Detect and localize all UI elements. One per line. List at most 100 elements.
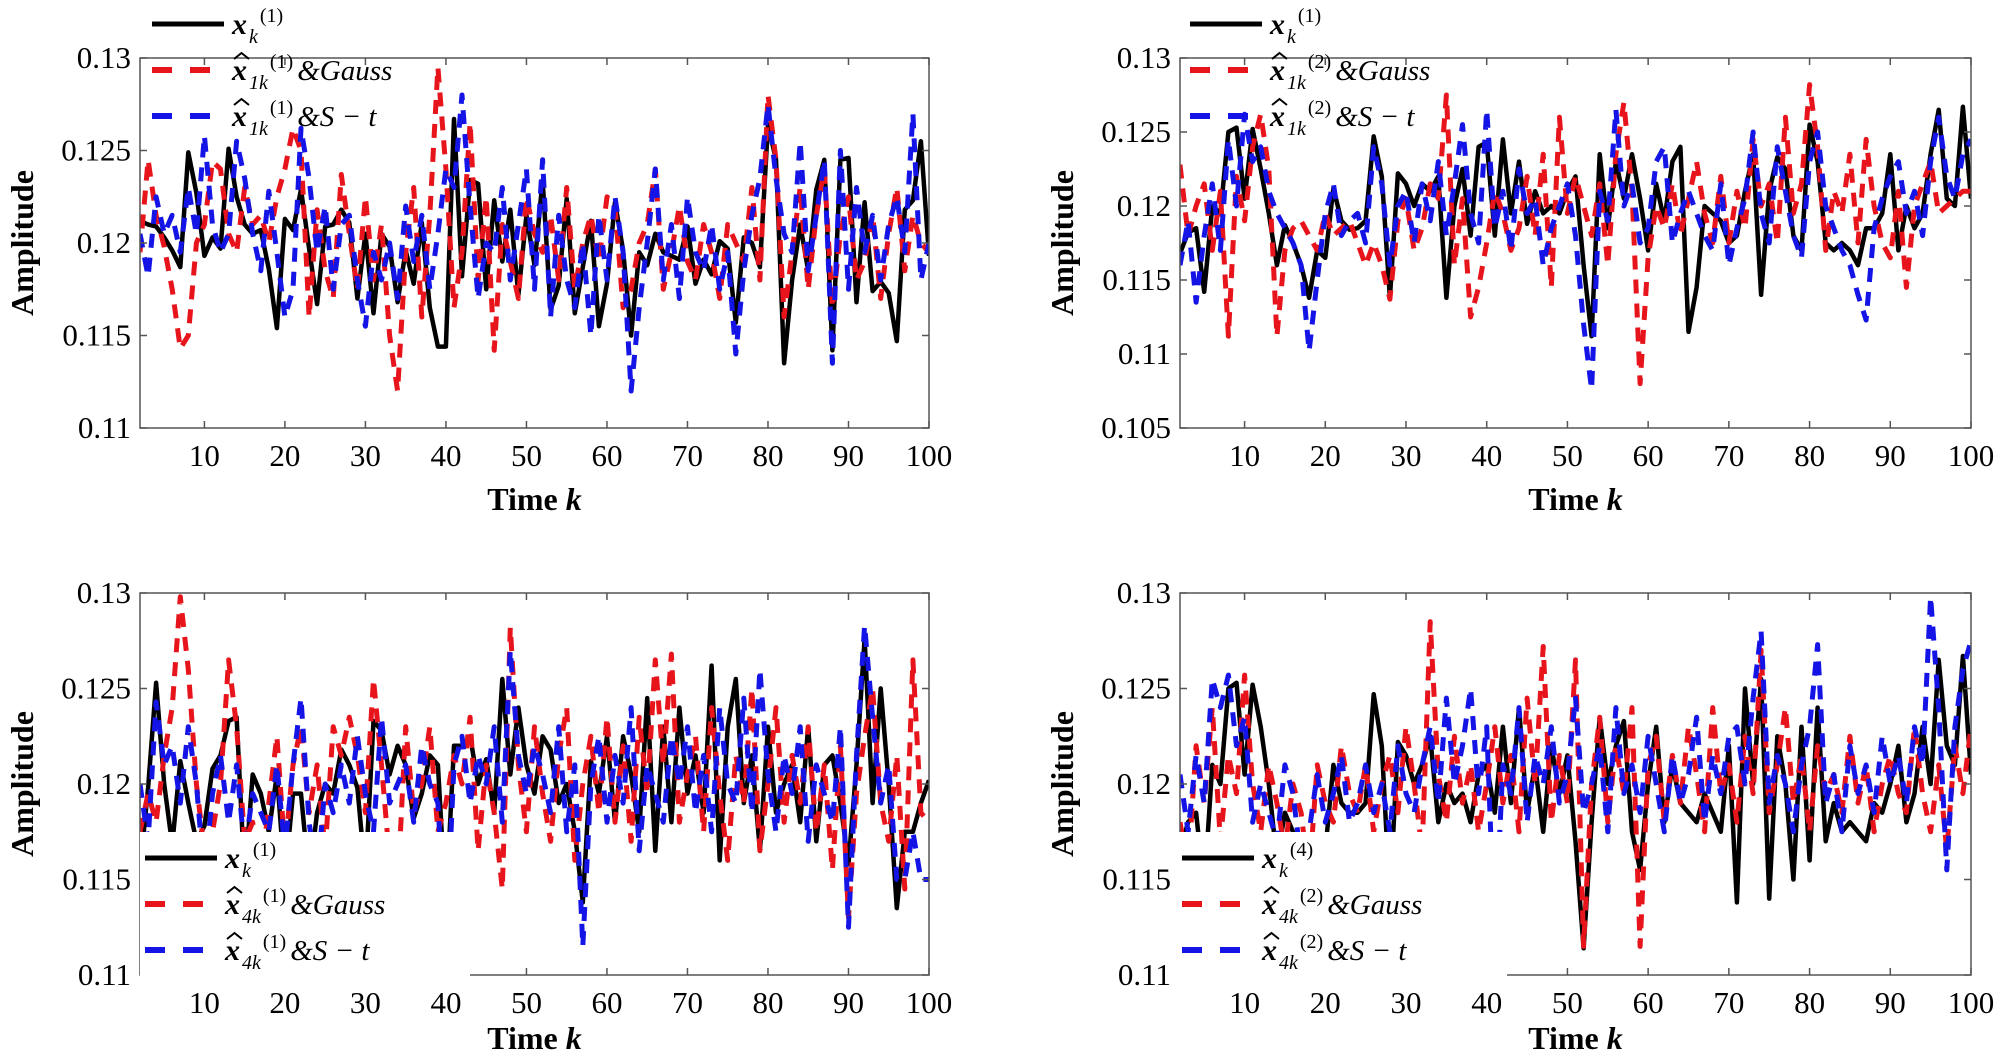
hat-accent-icon <box>233 97 250 106</box>
subplot-bottom-left: 10 20 30 40 50 60 70 80 90 100 0.11 0.115 0.12 0.125 0… <box>4 575 952 1056</box>
legend-symbol: x <box>1261 842 1277 875</box>
legend-entry: x 1k(1) &S − t <box>152 97 377 140</box>
y-tick-label: 0.115 <box>1102 262 1171 297</box>
y-tick-label: 0.12 <box>77 225 131 260</box>
x-tick-label: 40 <box>1471 438 1502 473</box>
legend-suffix: &Gauss <box>1327 889 1422 921</box>
legend-subscript: 1k <box>249 72 269 94</box>
x-axis-label-text: Time <box>487 481 558 517</box>
y-tick-label: 0.115 <box>62 318 131 353</box>
legend-superscript: (1) <box>263 885 286 907</box>
x-tick-label: 50 <box>511 438 542 473</box>
x-tick-label: 10 <box>189 438 220 473</box>
y-tick-label: 0.13 <box>77 575 131 610</box>
series-line-student-t <box>140 623 929 949</box>
x-tick-label: 100 <box>906 438 953 473</box>
x-tick-label: 20 <box>1310 438 1341 473</box>
legend-subscript: 4k <box>242 906 262 928</box>
series-line-true <box>1180 104 1971 339</box>
x-tick-label: 100 <box>1948 438 1995 473</box>
legend-subscript: 1k <box>1287 72 1307 94</box>
legend-superscript: (1) <box>260 5 283 27</box>
x-tick-label: 30 <box>350 985 381 1020</box>
x-axis-label-variable: k <box>1607 481 1623 517</box>
x-tick-label: 30 <box>1391 438 1422 473</box>
legend-symbol: x <box>1261 888 1277 921</box>
legend-entry: x 4k(2) &Gauss <box>1182 885 1422 928</box>
y-tick-label: 0.12 <box>77 766 131 801</box>
hat-accent-icon <box>226 885 243 894</box>
x-tick-label: 30 <box>350 438 381 473</box>
legend-superscript: (1) <box>1298 5 1321 27</box>
y-tick-label: 0.125 <box>61 671 131 706</box>
x-axis-label: Time k <box>487 481 582 517</box>
x-axis-label: Time k <box>1528 1020 1623 1056</box>
legend-superscript: (2) <box>1308 97 1331 119</box>
x-tick-label: 40 <box>430 985 461 1020</box>
subplot-top-left: 10 20 30 40 50 60 70 80 90 100 0.11 0.115 0.12 0.125 0… <box>4 5 952 517</box>
subplot-top-right: 10 20 30 40 50 60 70 80 90 100 0.105 0.11 0.115 0.12 0… <box>1044 5 1994 517</box>
x-tick-label: 70 <box>1713 985 1744 1020</box>
y-axis-label: Amplitude <box>1044 711 1080 857</box>
x-tick-label: 10 <box>1229 985 1260 1020</box>
y-axis-label: Amplitude <box>4 170 40 316</box>
legend-entry: x k(4) <box>1182 839 1313 882</box>
legend-symbol: x <box>1269 54 1285 87</box>
legend-entry: x 4k(1) &Gauss <box>145 885 385 928</box>
legend-subscript: k <box>1287 26 1297 48</box>
series-line-student-t <box>140 92 929 394</box>
legend-superscript: (1) <box>263 931 286 953</box>
y-tick-label: 0.105 <box>1101 410 1171 445</box>
x-tick-label: 90 <box>1875 438 1906 473</box>
x-tick-label: 70 <box>672 438 703 473</box>
series-line-student-t <box>1180 594 1971 944</box>
legend-symbol: x <box>224 888 240 921</box>
y-tick-label: 0.11 <box>78 410 131 445</box>
legend-superscript: (2) <box>1300 885 1323 907</box>
legend-superscript: (1) <box>270 51 293 73</box>
legend-entry: x k(1) <box>1190 5 1321 48</box>
hat-accent-icon <box>1271 97 1288 106</box>
hat-accent-icon <box>226 931 243 940</box>
y-tick-label: 0.125 <box>1101 114 1171 149</box>
series-line-student-t <box>1180 107 1971 392</box>
legend-suffix: &Gauss <box>297 55 392 87</box>
x-tick-label: 20 <box>1310 985 1341 1020</box>
x-tick-label: 80 <box>1794 438 1825 473</box>
legend-symbol: x <box>224 934 240 967</box>
x-tick-label: 80 <box>752 438 783 473</box>
legend-subscript: k <box>242 860 252 882</box>
y-tick-label: 0.13 <box>77 40 131 75</box>
hat-accent-icon <box>1263 931 1280 940</box>
legend-symbol: x <box>224 842 240 875</box>
legend-suffix: &S − t <box>290 935 370 967</box>
y-tick-label: 0.125 <box>61 133 131 168</box>
legend-entry: x 1k(2) &S − t <box>1190 97 1415 140</box>
y-tick-label: 0.12 <box>1117 766 1171 801</box>
subplot-bottom-right: 10 20 30 40 50 60 70 80 90 100 0.11 0.115 0.12 0.125 0… <box>1044 575 1994 1056</box>
axes-box <box>1179 57 1972 429</box>
legend-subscript: 1k <box>249 118 269 140</box>
y-tick-label: 0.12 <box>1117 188 1171 223</box>
hat-accent-icon <box>1271 51 1288 60</box>
legend-superscript: (2) <box>1300 931 1323 953</box>
legend-superscript: (2) <box>1308 51 1331 73</box>
y-tick-label: 0.13 <box>1117 40 1171 75</box>
x-tick-label: 20 <box>269 438 300 473</box>
x-tick-label: 50 <box>511 985 542 1020</box>
legend-symbol: x <box>231 8 247 41</box>
y-tick-label: 0.11 <box>1118 957 1171 992</box>
x-tick-label: 40 <box>430 438 461 473</box>
x-tick-label: 60 <box>591 438 622 473</box>
x-tick-label: 30 <box>1391 985 1422 1020</box>
legend-superscript: (1) <box>270 97 293 119</box>
x-tick-label: 10 <box>189 985 220 1020</box>
legend-entry: x 4k(2) &S − t <box>1182 931 1407 974</box>
legend-entry: x 1k(1) &Gauss <box>152 51 392 94</box>
x-axis-label-text: Time <box>1528 1020 1599 1056</box>
y-tick-label: 0.115 <box>62 862 131 897</box>
x-tick-label: 90 <box>1875 985 1906 1020</box>
series-line-gauss <box>1180 82 1971 387</box>
